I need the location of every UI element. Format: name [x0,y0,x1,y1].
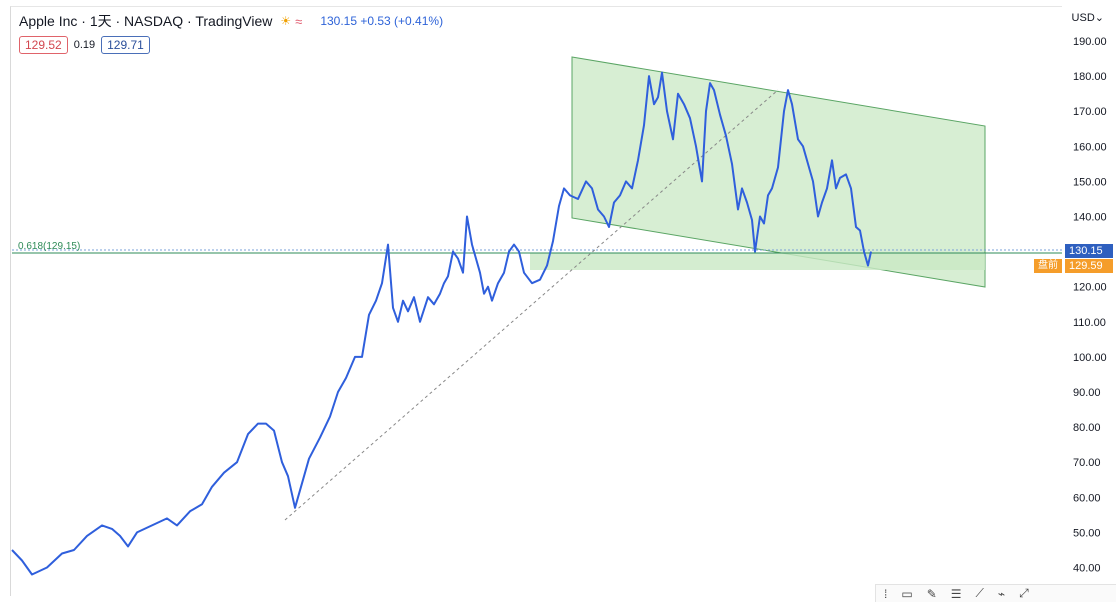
y-tick-label: 80.00 [1073,422,1101,434]
dots-icon[interactable]: ⁞ [884,586,888,601]
y-tick-label: 160.00 [1073,141,1107,153]
path-icon[interactable]: ⟋ [975,586,984,600]
y-tick-label: 170.00 [1073,106,1107,118]
market-status-icon[interactable]: ☀ [280,14,292,28]
y-tick-label: 100.00 [1073,352,1107,364]
y-tick-label: 140.00 [1073,212,1107,224]
pen-icon[interactable]: ✎ [926,586,937,601]
chart-legend: Apple Inc · 1天 · NASDAQ · TradingView ☀ … [19,11,443,31]
y-tick-label: 50.00 [1073,527,1101,539]
y-tick-label: 70.00 [1073,457,1101,469]
premarket-price-badge: 129.59 [1065,259,1113,273]
brush-icon[interactable]: ⌁ [997,586,1006,601]
price-quote: 130.15 +0.53 (+0.41%) [320,14,444,28]
currency-selector[interactable]: USD⌄ [1072,11,1104,24]
trend-line [284,89,779,521]
drawing-toolbar: ⁞ ▭ ✎ ☰ ⟋ ⌁ ⤢ [875,584,1116,602]
price-series-line [11,71,872,576]
fib-label: 0.618(129.15) [18,241,80,252]
arrows-icon[interactable]: ⤢ [1019,586,1029,600]
y-tick-label: 110.00 [1073,317,1106,329]
y-tick-label: 180.00 [1073,71,1107,83]
last-price-badge: 130.15 [1065,244,1113,258]
y-tick-label: 60.00 [1073,492,1101,504]
rectangle-icon[interactable]: ▭ [901,586,913,601]
bid-price-box[interactable]: 129.52 [19,36,68,54]
spread-value: 0.19 [73,39,96,51]
symbol-title[interactable]: Apple Inc · 1天 · NASDAQ · TradingView [19,13,273,29]
currency-label: USD [1071,12,1095,24]
y-tick-label: 150.00 [1073,176,1107,188]
y-tick-label: 90.00 [1073,387,1101,399]
bid-ask-row: 129.52 0.19 129.71 [19,36,150,54]
premarket-label: 盘前 [1034,259,1062,273]
data-feed-icon: ≈ [295,13,303,29]
support-zone [530,253,985,270]
chevron-down-icon: ⌄ [1094,12,1104,24]
y-tick-label: 40.00 [1073,563,1101,575]
chart-frame [10,6,1062,596]
ask-price-box[interactable]: 129.71 [101,36,150,54]
lines-icon[interactable]: ☰ [950,586,962,601]
y-tick-label: 120.00 [1073,282,1107,294]
y-tick-label: 190.00 [1073,36,1107,48]
